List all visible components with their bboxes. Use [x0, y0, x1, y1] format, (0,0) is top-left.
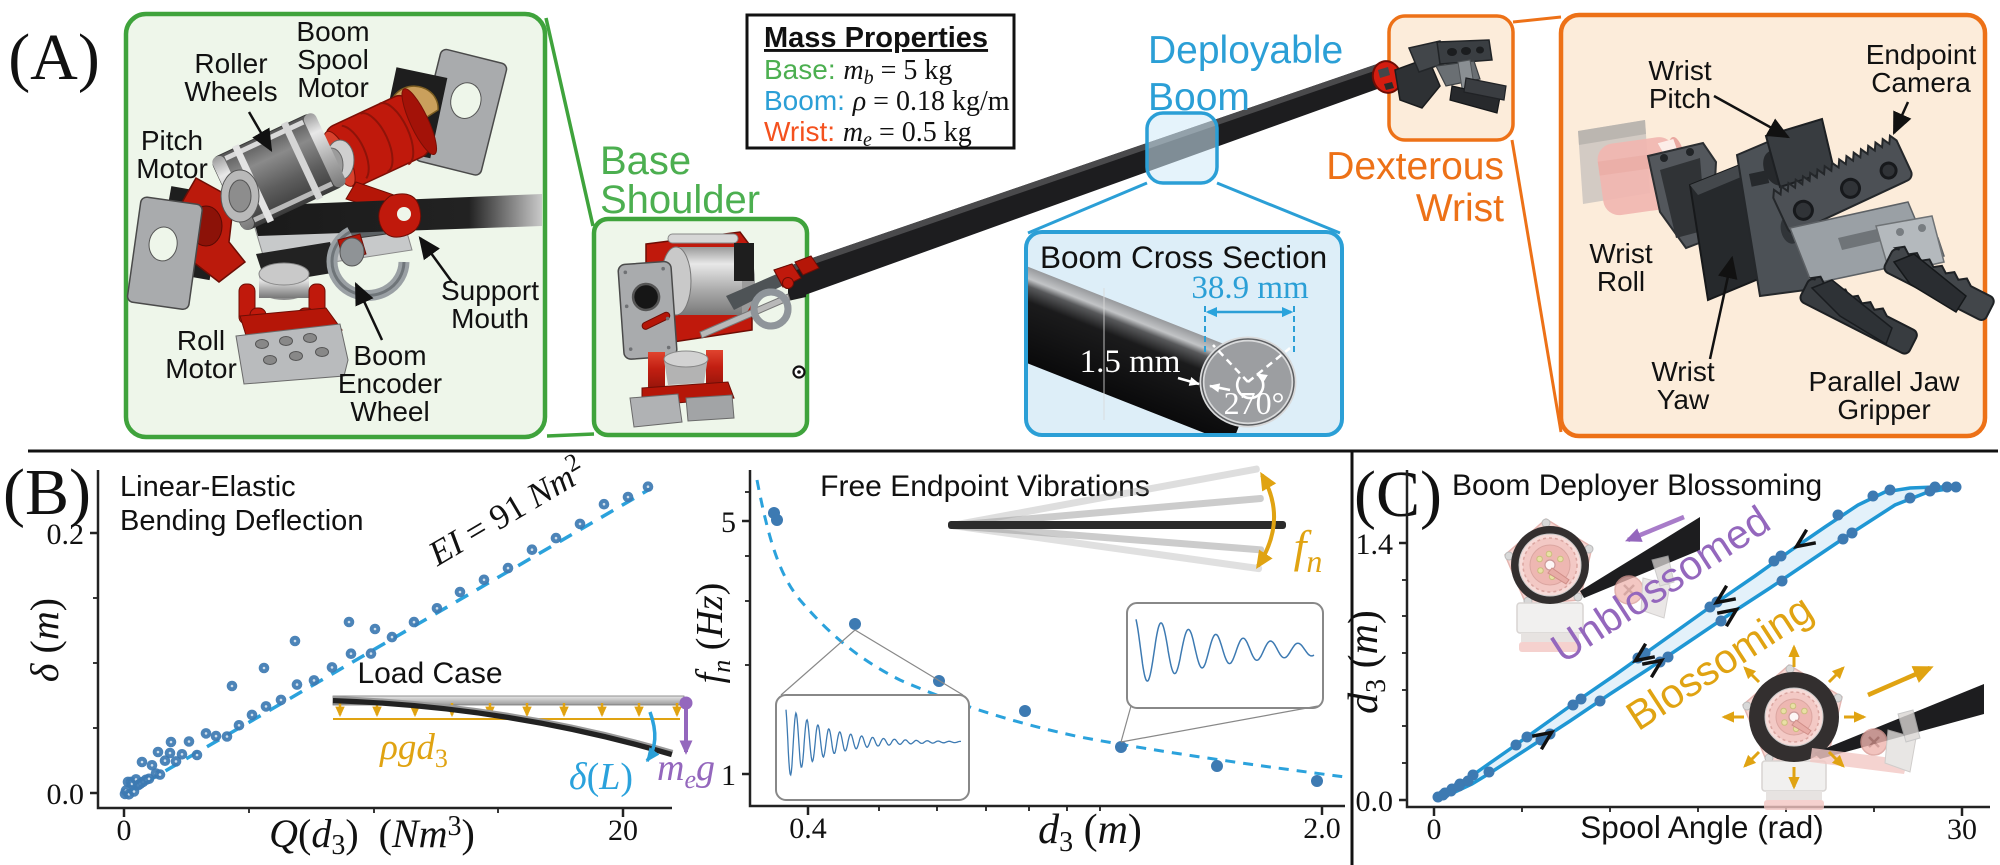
svg-text:270°: 270° — [1224, 385, 1285, 421]
svg-text:Motor: Motor — [136, 153, 208, 184]
svg-text:2.0: 2.0 — [1303, 812, 1341, 845]
svg-text:Yaw: Yaw — [1657, 384, 1710, 415]
svg-text:Roll: Roll — [177, 325, 225, 356]
svg-text:Linear-Elastic: Linear-Elastic — [120, 471, 296, 503]
svg-text:d3 (m): d3 (m) — [1038, 807, 1142, 858]
svg-text:Deployable: Deployable — [1148, 29, 1343, 72]
svg-text:EI = 91 Nm2: EI = 91 Nm2 — [419, 448, 592, 574]
svg-text:Support: Support — [441, 275, 539, 306]
svg-text:(B): (B) — [3, 456, 91, 529]
svg-text:Encoder: Encoder — [338, 368, 442, 399]
svg-text:Free Endpoint Vibrations: Free Endpoint Vibrations — [820, 470, 1150, 503]
svg-text:Roll: Roll — [1597, 266, 1645, 297]
svg-text:Wheels: Wheels — [184, 76, 277, 107]
svg-text:δ (m): δ (m) — [22, 598, 67, 682]
svg-text:5: 5 — [721, 506, 736, 539]
svg-text:Gripper: Gripper — [1837, 394, 1930, 425]
svg-text:meg: meg — [657, 747, 715, 794]
svg-text:Mass Properties: Mass Properties — [764, 22, 988, 54]
svg-text:fn (Hz): fn (Hz) — [689, 583, 736, 684]
svg-text:Wrist: Wrist — [1416, 187, 1504, 230]
svg-text:fn: fn — [1294, 521, 1323, 579]
svg-text:Wrist: Wrist — [1589, 238, 1652, 269]
svg-text:0: 0 — [117, 814, 132, 847]
svg-text:Spool Angle (rad): Spool Angle (rad) — [1580, 809, 1823, 845]
svg-text:Boom: Boom — [353, 340, 426, 371]
svg-text:Base: mb = 5 kg: Base: mb = 5 kg — [764, 54, 952, 89]
svg-text:Roller: Roller — [194, 48, 267, 79]
svg-text:0: 0 — [1427, 813, 1442, 846]
svg-text:d3 (m): d3 (m) — [1341, 610, 1392, 714]
svg-text:30: 30 — [1947, 813, 1977, 846]
svg-text:Pitch: Pitch — [141, 125, 203, 156]
svg-text:Mouth: Mouth — [451, 303, 529, 334]
svg-text:Spool: Spool — [297, 44, 369, 75]
svg-text:Q(d3) (Nm3): Q(d3) (Nm3) — [269, 811, 475, 861]
svg-text:Endpoint: Endpoint — [1866, 39, 1977, 70]
svg-text:(A): (A) — [8, 21, 100, 94]
svg-text:Boom: ρ = 0.18 kg/m: Boom: ρ = 0.18 kg/m — [764, 85, 1010, 117]
svg-text:Wheel: Wheel — [350, 396, 429, 427]
svg-text:Motor: Motor — [165, 353, 237, 384]
svg-text:Pitch: Pitch — [1649, 83, 1711, 114]
svg-text:Camera: Camera — [1871, 67, 1971, 98]
svg-text:Bending Deflection: Bending Deflection — [120, 505, 363, 537]
svg-text:Parallel Jaw: Parallel Jaw — [1809, 366, 1961, 397]
svg-text:Dexterous: Dexterous — [1326, 145, 1504, 188]
svg-text:0.0: 0.0 — [1356, 785, 1394, 818]
svg-text:Wrist: Wrist — [1651, 356, 1714, 387]
svg-text:0.4: 0.4 — [789, 812, 827, 845]
svg-text:Wrist: me = 0.5 kg: Wrist: me = 0.5 kg — [764, 116, 972, 151]
svg-text:Boom Deployer Blossoming: Boom Deployer Blossoming — [1452, 469, 1822, 502]
svg-text:38.9 mm: 38.9 mm — [1191, 270, 1309, 306]
svg-text:1: 1 — [721, 759, 736, 792]
svg-text:Base: Base — [600, 139, 691, 183]
svg-text:(C): (C) — [1354, 458, 1442, 531]
svg-text:Boom: Boom — [296, 16, 369, 47]
svg-text:0.2: 0.2 — [47, 518, 85, 551]
svg-text:Boom Cross Section: Boom Cross Section — [1040, 239, 1327, 275]
svg-text:Shoulder: Shoulder — [600, 178, 760, 222]
svg-text:Motor: Motor — [297, 72, 369, 103]
svg-text:Load Case: Load Case — [357, 657, 502, 690]
svg-text:δ(L): δ(L) — [569, 756, 633, 798]
svg-text:0.0: 0.0 — [47, 778, 85, 811]
svg-text:Wrist: Wrist — [1648, 55, 1711, 86]
svg-text:1.5 mm: 1.5 mm — [1080, 344, 1181, 380]
svg-text:20: 20 — [608, 814, 638, 847]
svg-text:ρgd3: ρgd3 — [379, 727, 448, 773]
svg-text:1.4: 1.4 — [1356, 528, 1394, 561]
